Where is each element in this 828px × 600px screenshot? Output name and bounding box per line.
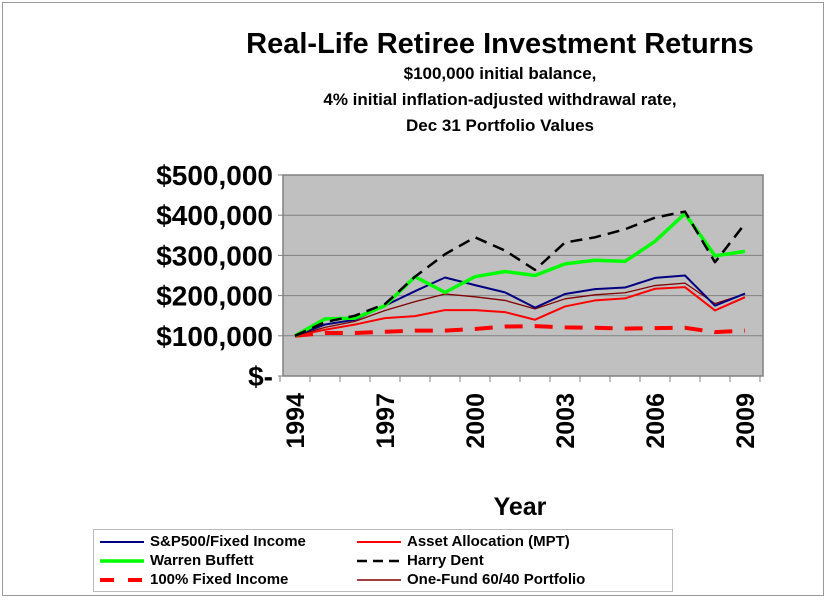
chart-subtitle-2: 4% initial inflation-adjusted withdrawal… [323, 90, 677, 109]
x-tick-label: 1997 [372, 393, 400, 449]
legend-swatch [100, 540, 144, 543]
series-line-warren-buffett [294, 211, 746, 338]
series-line-asset-allocation-mpt- [294, 286, 746, 337]
x-tick-label: 2003 [552, 393, 580, 449]
legend-label: Harry Dent [407, 552, 484, 569]
legend-swatch [100, 577, 144, 582]
chart-subtitle-1: $100,000 initial balance, [403, 64, 597, 83]
legend-label: One-Fund 60/40 Portfolio [407, 571, 586, 588]
series-line-100-fixed-income [294, 324, 746, 338]
y-tick-label: $- [248, 361, 273, 392]
x-tick-label: 2006 [642, 393, 670, 449]
legend-item: S&P500/Fixed Income [100, 532, 306, 551]
legend-item: Harry Dent [357, 551, 484, 570]
legend-swatch [357, 578, 401, 581]
legend-item: One-Fund 60/40 Portfolio [357, 570, 585, 589]
y-tick-label: $400,000 [156, 200, 273, 231]
legend-item: Asset Allocation (MPT) [357, 532, 570, 551]
legend-label: S&P500/Fixed Income [150, 533, 306, 550]
y-tick-label: $100,000 [156, 321, 273, 352]
y-tick-label: $200,000 [156, 281, 273, 312]
legend-swatch [100, 558, 144, 563]
series-line-harry-dent [294, 210, 746, 337]
series-line-one-fund-60-40-portfolio [294, 282, 746, 337]
y-tick-label: $300,000 [156, 240, 273, 271]
legend-label: Warren Buffett [150, 552, 254, 569]
legend-swatch [357, 559, 401, 562]
legend-item: Warren Buffett [100, 551, 254, 570]
legend-label: 100% Fixed Income [150, 571, 289, 588]
x-tick-label: 1994 [282, 393, 310, 449]
legend: S&P500/Fixed Income Asset Allocation (MPT… [93, 529, 673, 592]
legend-item: 100% Fixed Income [100, 570, 288, 589]
x-axis-label: Year [494, 493, 547, 521]
x-tick-label: 2000 [462, 393, 490, 449]
legend-swatch [357, 540, 401, 543]
x-tick-label: 2009 [732, 393, 760, 449]
legend-label: Asset Allocation (MPT) [407, 533, 570, 550]
y-tick-label: $500,000 [156, 160, 273, 191]
chart-subtitle-3: Dec 31 Portfolio Values [405, 116, 594, 135]
chart-title: Real-Life Retiree Investment Returns [246, 28, 754, 60]
